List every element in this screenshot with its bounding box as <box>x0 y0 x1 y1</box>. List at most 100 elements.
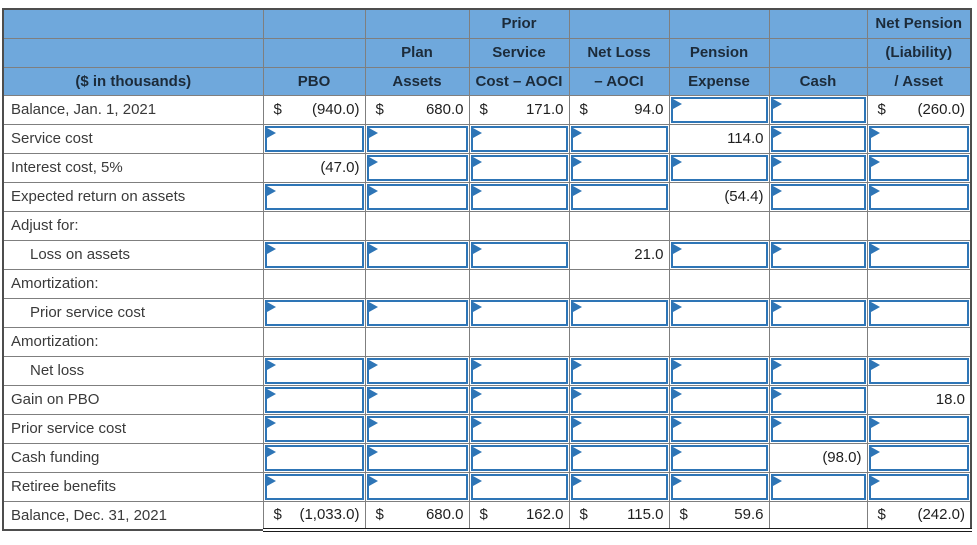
input-cell[interactable] <box>868 444 969 471</box>
input-cell[interactable] <box>570 415 668 442</box>
input-cell[interactable] <box>570 444 668 471</box>
input-cell[interactable] <box>770 473 866 500</box>
input-cell[interactable] <box>670 444 768 471</box>
input-cell[interactable] <box>264 241 364 268</box>
cell-pbo <box>262 181 366 212</box>
cell-cash <box>768 500 868 532</box>
input-cell[interactable] <box>366 444 468 471</box>
input-cell[interactable] <box>868 125 969 152</box>
row-label: Expected return on assets <box>2 181 264 212</box>
input-cell[interactable] <box>264 125 364 152</box>
amount: 59.6 <box>734 506 764 524</box>
input-cell[interactable] <box>470 415 568 442</box>
input-cell[interactable] <box>770 415 866 442</box>
input-cell[interactable] <box>366 386 468 413</box>
cell-pension-expense <box>668 268 770 299</box>
input-cell[interactable] <box>868 473 969 500</box>
input-cell[interactable] <box>366 299 468 326</box>
input-cell[interactable] <box>470 357 568 384</box>
input-cell[interactable] <box>470 183 568 210</box>
input-cell[interactable] <box>470 154 568 181</box>
input-flag-icon <box>572 388 582 399</box>
input-cell[interactable] <box>366 183 468 210</box>
table-row: Cash funding (98.0) <box>2 442 972 473</box>
input-cell[interactable] <box>470 241 568 268</box>
header-cell-prior-service-cost-aoci: Cost – AOCI <box>468 66 570 96</box>
input-cell[interactable] <box>670 415 768 442</box>
cell-cash <box>768 297 868 328</box>
input-cell[interactable] <box>570 183 668 210</box>
input-cell[interactable] <box>366 357 468 384</box>
input-cell[interactable] <box>264 473 364 500</box>
input-cell[interactable] <box>570 357 668 384</box>
input-cell[interactable] <box>670 241 768 268</box>
input-cell[interactable] <box>770 154 866 181</box>
header-cell-net-pension: / Asset <box>866 66 972 96</box>
input-cell[interactable] <box>770 183 866 210</box>
input-cell[interactable] <box>470 444 568 471</box>
header-cell-plan-assets: Plan <box>364 37 470 68</box>
header-cell-pension-expense: Expense <box>668 66 770 96</box>
input-flag-icon <box>368 475 378 486</box>
input-cell[interactable] <box>868 241 969 268</box>
input-flag-icon <box>472 185 482 196</box>
input-cell[interactable] <box>366 473 468 500</box>
input-cell[interactable] <box>366 415 468 442</box>
input-cell[interactable] <box>264 357 364 384</box>
input-cell[interactable] <box>770 125 866 152</box>
input-cell[interactable] <box>570 299 668 326</box>
input-cell[interactable] <box>868 415 969 442</box>
input-cell[interactable] <box>770 357 866 384</box>
input-cell[interactable] <box>366 154 468 181</box>
input-cell[interactable] <box>264 183 364 210</box>
input-cell[interactable] <box>264 444 364 471</box>
input-cell[interactable] <box>770 241 866 268</box>
input-cell[interactable] <box>470 473 568 500</box>
input-cell[interactable] <box>670 386 768 413</box>
input-cell[interactable] <box>570 154 668 181</box>
input-cell[interactable] <box>570 125 668 152</box>
input-cell[interactable] <box>570 473 668 500</box>
cell-money-value: $ (1,033.0) <box>264 506 364 523</box>
input-flag-icon <box>266 475 276 486</box>
input-cell[interactable] <box>366 241 468 268</box>
cell-pension-expense <box>668 152 770 183</box>
input-cell[interactable] <box>470 125 568 152</box>
input-cell[interactable] <box>366 125 468 152</box>
input-flag-icon <box>472 243 482 254</box>
input-cell[interactable] <box>470 299 568 326</box>
cell-net-pension <box>866 152 972 183</box>
input-cell[interactable] <box>670 357 768 384</box>
input-cell[interactable] <box>770 386 866 413</box>
table-row: Prior service cost <box>2 413 972 444</box>
header-cell-pension-expense: Pension <box>668 37 770 68</box>
input-cell[interactable] <box>868 299 969 326</box>
input-flag-icon <box>572 301 582 312</box>
cell-pbo: (47.0) <box>262 152 366 183</box>
currency-symbol: $ <box>375 101 384 118</box>
input-cell[interactable] <box>868 154 969 181</box>
cell-pbo <box>262 384 366 415</box>
input-cell[interactable] <box>770 96 866 123</box>
cell-pension-expense: (54.4) <box>668 181 770 212</box>
input-cell[interactable] <box>868 357 969 384</box>
cell-cash <box>768 384 868 415</box>
input-flag-icon <box>672 446 682 457</box>
header-cell-pbo <box>262 37 366 68</box>
input-cell[interactable] <box>770 299 866 326</box>
input-cell[interactable] <box>868 183 969 210</box>
cell-net-pension <box>866 355 972 386</box>
input-cell[interactable] <box>264 386 364 413</box>
input-cell[interactable] <box>670 96 768 123</box>
input-cell[interactable] <box>264 299 364 326</box>
header-cell-plan-assets: Assets <box>364 66 470 96</box>
currency-symbol: $ <box>479 101 488 118</box>
input-cell[interactable] <box>670 154 768 181</box>
cell-prior-service-cost-aoci: $162.0 <box>468 500 570 532</box>
input-cell[interactable] <box>670 299 768 326</box>
input-cell[interactable] <box>670 473 768 500</box>
header-cell-net-loss-aoci: Net Loss <box>568 37 670 68</box>
input-cell[interactable] <box>470 386 568 413</box>
input-cell[interactable] <box>264 415 364 442</box>
input-cell[interactable] <box>570 386 668 413</box>
